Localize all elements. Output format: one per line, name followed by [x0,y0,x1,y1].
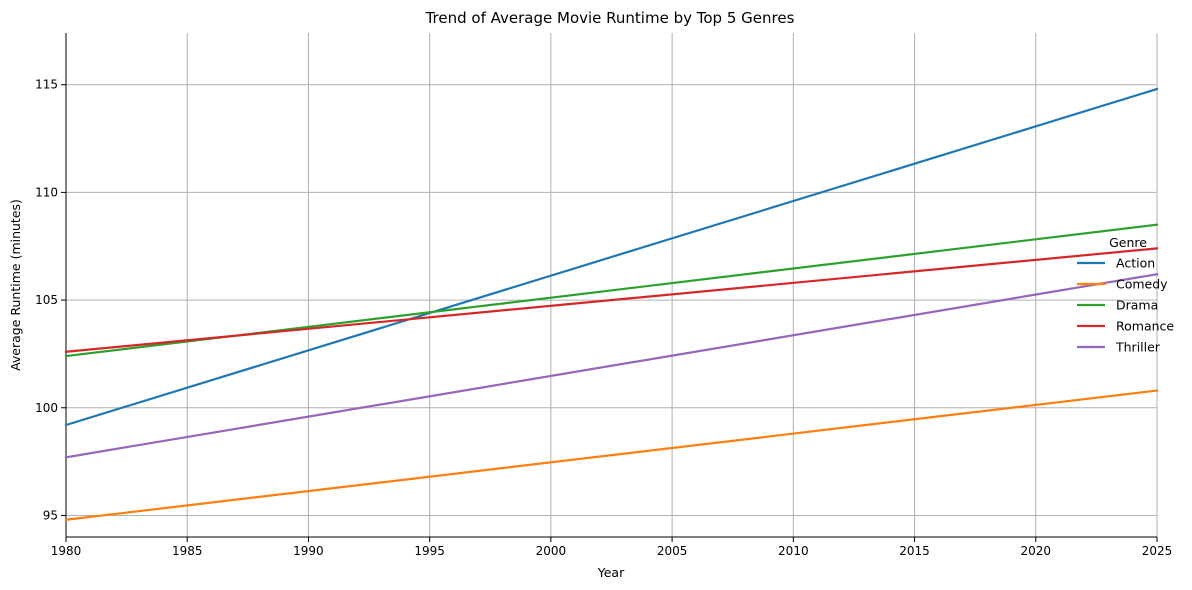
legend-label-thriller: Thriller [1115,340,1161,355]
x-tick-label: 2025 [1142,544,1173,558]
x-tick-label: 1985 [172,544,203,558]
x-tick-label: 2000 [536,544,567,558]
x-tick-label: 1980 [51,544,82,558]
x-tick-label: 1995 [414,544,445,558]
legend-label-drama: Drama [1116,298,1158,313]
x-tick-label: 2015 [899,544,930,558]
series-line-thriller [64,272,1159,459]
chart-title: Trend of Average Movie Runtime by Top 5 … [425,9,795,27]
x-tick-label: 2005 [657,544,688,558]
x-axis-title: Year [597,565,625,580]
series-line-romance [64,247,1159,353]
y-axis-title: Average Runtime (minutes) [8,199,23,371]
y-tick-label: 115 [35,78,58,92]
series-line-comedy [64,389,1159,521]
y-tick-label: 100 [35,401,58,415]
series-layer [64,87,1159,521]
legend-label-action: Action [1116,256,1155,271]
legend-title: Genre [1109,235,1147,250]
legend: Genre Action Comedy Drama Romance Thriller [1077,235,1174,355]
y-tick-label: 95 [43,508,58,522]
axes-layer: 1980 1985 1990 1995 2000 2005 2010 2015 2020 2025… [35,33,1172,558]
y-tick-label: 110 [35,185,58,199]
grid-layer [65,33,1158,537]
x-tick-label: 2010 [778,544,809,558]
legend-label-romance: Romance [1116,319,1174,334]
x-tick-label: 1990 [293,544,324,558]
x-tick-label: 2020 [1021,544,1052,558]
legend-label-comedy: Comedy [1116,277,1168,292]
y-tick-label: 105 [35,293,58,307]
series-line-action [64,87,1159,427]
